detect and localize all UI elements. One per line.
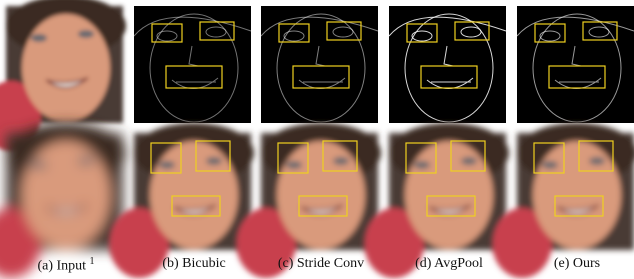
eye [78,157,94,165]
eye [286,161,302,169]
caption: (b) Bicubic [130,256,258,272]
eye [159,161,175,169]
eye [542,161,558,169]
eye [78,30,94,38]
face [0,123,126,278]
skin [22,141,110,249]
caption: (d) AvgPool [385,256,513,272]
image-top [389,6,506,123]
eye [414,161,430,169]
image-top [261,6,378,123]
caption-text: (a) Input [37,259,86,274]
footnote-mark: 1 [90,256,95,267]
image-bottom [236,123,381,278]
caption: (a) Input 1 [2,256,130,275]
image-top [134,6,251,123]
skin [150,141,238,249]
image-bottom [0,123,126,278]
eye [333,157,349,165]
image-bottom [109,123,254,278]
caption: (e) Ours [513,256,634,272]
skin [22,14,110,122]
image-bottom [492,123,634,278]
eye [461,157,477,165]
image-grid [0,0,634,279]
eye [31,34,47,42]
skin [277,141,365,249]
eye [206,157,222,165]
eye [31,161,47,169]
caption: (c) Stride Conv [257,256,385,272]
image-top [517,6,634,123]
skin [533,141,621,249]
skin [405,141,493,249]
image-bottom [364,123,509,278]
eye [589,157,605,165]
figure: (a) Input 1 (b) Bicubic (c) Stride Conv … [0,0,634,279]
